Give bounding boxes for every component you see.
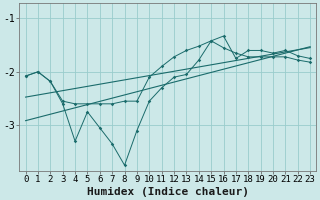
- X-axis label: Humidex (Indice chaleur): Humidex (Indice chaleur): [87, 186, 249, 197]
